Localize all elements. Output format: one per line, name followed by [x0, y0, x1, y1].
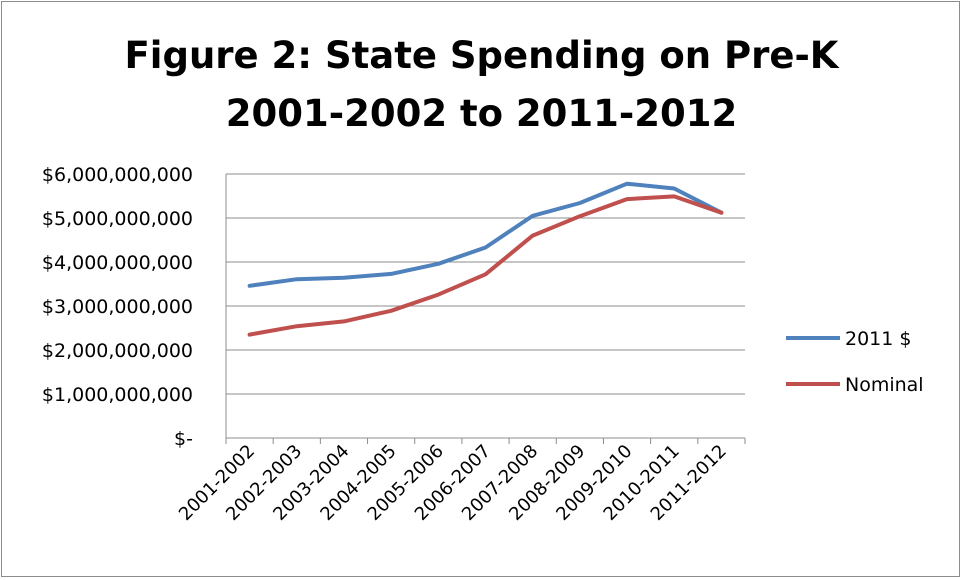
x-axis-tick-labels: 2001-20022002-20032003-20042004-20052005… — [175, 441, 731, 525]
y-axis-tick-labels: $- $1,000,000,000 $2,000,000,000 $3,000,000… — [42, 164, 193, 450]
legend-label: Nominal — [845, 374, 924, 396]
y-tick-label: $4,000,000,000 — [42, 252, 193, 274]
legend-label: 2011 $ — [845, 328, 911, 350]
y-tick-label: $3,000,000,000 — [42, 296, 193, 318]
legend: 2011 $ Nominal — [786, 328, 924, 396]
chart-title-line-2: 2001-2002 to 2011-2012 — [225, 92, 738, 135]
y-tick-label: $- — [174, 428, 193, 450]
y-tick-label: $2,000,000,000 — [42, 340, 193, 362]
y-tick-label: $5,000,000,000 — [42, 208, 193, 230]
series-line-1 — [247, 194, 724, 337]
gridlines — [225, 173, 746, 444]
series-lines — [247, 181, 724, 337]
y-tick-label: $1,000,000,000 — [42, 384, 193, 406]
chart-title-line-1: Figure 2: State Spending on Pre-K — [124, 34, 839, 77]
y-tick-label: $6,000,000,000 — [42, 164, 193, 186]
series-line-0 — [247, 181, 724, 288]
